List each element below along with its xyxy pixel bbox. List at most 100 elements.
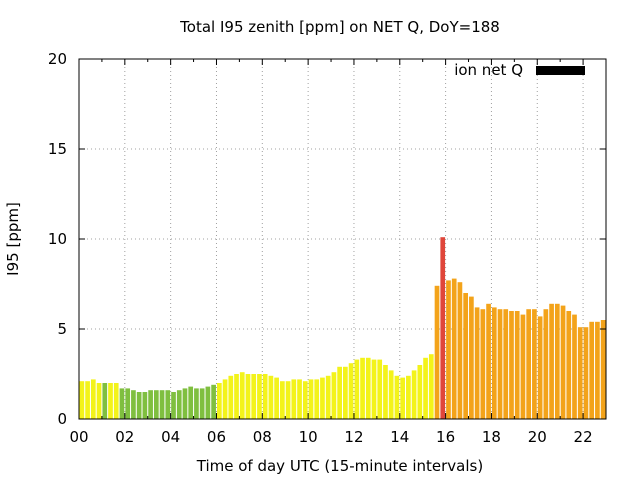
bar <box>411 370 417 419</box>
bar <box>451 278 457 419</box>
x-tick-label: 00 <box>69 428 88 446</box>
bar <box>469 296 474 419</box>
bar <box>211 384 216 419</box>
bar <box>325 375 331 419</box>
bar <box>543 309 549 419</box>
bar <box>131 390 136 419</box>
bar <box>239 372 245 419</box>
bar <box>388 370 394 419</box>
bar <box>320 377 325 419</box>
bar <box>474 307 480 419</box>
bar <box>297 379 302 419</box>
legend-label: ion net Q <box>454 61 523 79</box>
bar <box>491 307 497 419</box>
y-tick-label: 0 <box>57 410 67 428</box>
bar <box>560 305 566 419</box>
bar <box>377 359 383 419</box>
bar <box>165 390 171 419</box>
y-tick-label: 5 <box>57 320 67 338</box>
x-tick-label: 18 <box>482 428 501 446</box>
bar <box>434 285 440 419</box>
chart-title: Total I95 zenith [ppm] on NET Q, DoY=188 <box>179 18 500 36</box>
bar <box>537 316 543 419</box>
bar <box>572 314 577 419</box>
bar <box>228 375 234 419</box>
bar <box>194 388 199 419</box>
bar <box>245 374 251 419</box>
bar <box>216 383 222 419</box>
bar <box>176 390 182 419</box>
bar <box>503 309 509 419</box>
bar <box>554 303 560 419</box>
x-tick-label: 20 <box>528 428 547 446</box>
axis-ticks: 0 5 10 15 20 00 02 04 06 08 10 12 14 16 18 20 22 <box>48 50 606 446</box>
bar <box>205 386 211 419</box>
bar <box>142 392 148 419</box>
bar <box>222 379 228 419</box>
bar <box>262 374 268 419</box>
bar <box>577 327 583 419</box>
bar <box>406 375 411 419</box>
bar <box>520 314 526 419</box>
x-tick-label: 22 <box>574 428 593 446</box>
bar <box>360 357 365 419</box>
bar <box>85 381 90 419</box>
bar <box>348 363 354 419</box>
bar <box>423 357 428 419</box>
bar <box>583 327 589 419</box>
bar <box>182 388 188 419</box>
bar <box>394 375 400 419</box>
bar <box>526 309 532 419</box>
bar <box>331 372 337 419</box>
bar <box>337 366 342 419</box>
bar <box>119 388 125 419</box>
bar <box>280 381 285 419</box>
bar <box>514 311 520 419</box>
bar <box>90 379 96 419</box>
bar <box>457 282 463 419</box>
bar <box>365 357 371 419</box>
x-tick-label: 10 <box>299 428 318 446</box>
bar <box>153 390 159 419</box>
bars <box>79 237 606 419</box>
x-tick-label: 12 <box>344 428 363 446</box>
bar <box>600 320 606 419</box>
bar <box>589 321 595 419</box>
bar <box>383 365 388 419</box>
bar <box>285 381 291 419</box>
bar <box>199 388 205 419</box>
bar <box>96 383 102 419</box>
x-axis-label: Time of day UTC (15-minute intervals) <box>196 457 483 475</box>
x-tick-label: 06 <box>207 428 226 446</box>
legend: ion net Q <box>454 61 585 79</box>
x-tick-label: 02 <box>115 428 134 446</box>
y-tick-label: 20 <box>48 50 67 68</box>
bar <box>308 379 314 419</box>
bar <box>354 359 360 419</box>
bar <box>268 375 274 419</box>
bar <box>148 390 153 419</box>
bar <box>159 390 165 419</box>
bar <box>125 388 131 419</box>
bar <box>291 379 297 419</box>
bar <box>171 392 176 419</box>
bar <box>509 311 514 419</box>
x-tick-label: 04 <box>161 428 180 446</box>
bar <box>440 237 446 419</box>
bar <box>428 354 434 419</box>
bar <box>400 377 405 419</box>
grid-lines <box>79 59 606 419</box>
y-tick-label: 10 <box>48 230 67 248</box>
bar <box>417 365 423 419</box>
bar <box>188 386 194 419</box>
bar <box>257 374 262 419</box>
bar <box>532 309 537 419</box>
y-tick-label: 15 <box>48 140 67 158</box>
legend-swatch <box>536 66 585 75</box>
bar <box>102 383 108 419</box>
bar <box>274 377 279 419</box>
x-tick-label: 16 <box>436 428 455 446</box>
bar <box>549 303 554 419</box>
bar <box>113 383 119 419</box>
bar <box>108 383 113 419</box>
